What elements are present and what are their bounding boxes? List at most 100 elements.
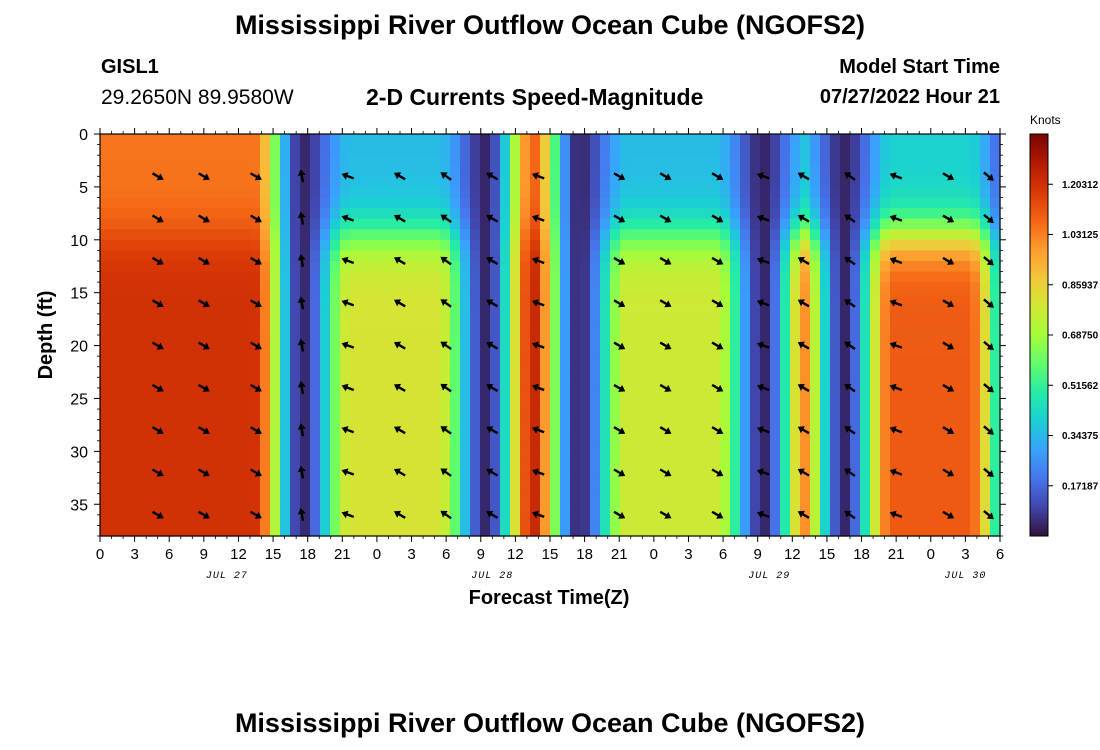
heatmap-cell [540, 282, 551, 294]
heatmap-cell [190, 186, 201, 199]
heatmap-cell [200, 451, 211, 463]
heatmap-cell [220, 292, 231, 304]
heatmap-cell [210, 366, 221, 378]
heatmap-cell [610, 165, 621, 177]
heatmap-cell [350, 440, 361, 452]
heatmap-cell [210, 525, 221, 537]
heatmap-cell [820, 419, 831, 431]
heatmap-cell [800, 292, 811, 304]
heatmap-cell [140, 525, 151, 537]
heatmap-cell [390, 303, 401, 315]
heatmap-cell [860, 377, 871, 389]
heatmap-cell [240, 335, 251, 347]
heatmap-cell [540, 345, 551, 357]
heatmap-cell [170, 165, 181, 177]
heatmap-cell [830, 398, 841, 410]
heatmap-cell [910, 324, 921, 336]
heatmap-cell [210, 451, 221, 463]
heatmap-cell [440, 155, 451, 167]
heatmap-cell [390, 155, 401, 167]
heatmap-cell [830, 440, 841, 452]
heatmap-cell [810, 409, 821, 421]
heatmap-cell [250, 282, 261, 294]
heatmap-cell [750, 483, 761, 495]
heatmap-cell [440, 208, 451, 220]
current-vector [486, 172, 499, 181]
heatmap-cell [660, 514, 671, 527]
heatmap-cell [550, 165, 561, 177]
heatmap-cell [860, 504, 871, 516]
heatmap-cell [190, 493, 201, 505]
heatmap-cell [810, 472, 821, 484]
heatmap-cell [740, 324, 751, 336]
heatmap-cell [220, 186, 231, 199]
current-vector [889, 510, 903, 519]
heatmap-cell [670, 461, 681, 474]
heatmap-cell [340, 260, 351, 273]
current-vector [711, 510, 724, 519]
heatmap-cell [430, 483, 441, 495]
heatmap-cell [960, 514, 971, 527]
heatmap-cell [160, 303, 171, 315]
heatmap-cell [740, 461, 751, 474]
heatmap-cell [910, 134, 921, 146]
heatmap-cell [280, 451, 291, 463]
heatmap-cell [110, 144, 121, 156]
heatmap-cell [690, 366, 701, 378]
heatmap-cell [830, 208, 841, 220]
heatmap-cell [950, 271, 961, 283]
heatmap-cell [120, 472, 131, 484]
heatmap-cell [480, 271, 491, 283]
heatmap-cell [610, 292, 621, 304]
heatmap-cell [480, 430, 491, 442]
heatmap-cell [810, 303, 821, 315]
heatmap-cell [130, 282, 141, 294]
heatmap-cell [740, 271, 751, 283]
heatmap-cell [560, 250, 571, 262]
heatmap-cell [900, 451, 911, 463]
heatmap-cell [130, 419, 141, 431]
heatmap-cell [730, 165, 741, 177]
heatmap-cell [190, 419, 201, 431]
heatmap-cell [990, 483, 1001, 495]
heatmap-cell [210, 409, 221, 421]
heatmap-cell [600, 176, 611, 188]
heatmap-cell [940, 504, 951, 516]
current-vector [659, 214, 672, 223]
heatmap-cell [260, 313, 271, 326]
heatmap-cell [320, 440, 331, 452]
heatmap-cell [770, 366, 781, 378]
heatmap-cell [670, 409, 681, 421]
heatmap-cell [860, 419, 871, 431]
heatmap-cell [890, 324, 901, 336]
heatmap-cell [480, 239, 491, 251]
heatmap-cell [890, 144, 901, 156]
heatmap-cell [660, 313, 671, 326]
heatmap-cell [370, 313, 381, 326]
heatmap-cell [340, 208, 351, 220]
heatmap-cell [340, 197, 351, 209]
heatmap-cell [240, 271, 251, 283]
heatmap-cell [440, 165, 451, 177]
heatmap-cell [320, 292, 331, 304]
heatmap-cell [980, 134, 991, 146]
heatmap-cell [710, 313, 721, 326]
heatmap-cell [750, 229, 761, 241]
heatmap-cell [210, 461, 221, 474]
colorbar-tick-label: 1.03125 [1062, 230, 1099, 241]
heatmap-cell [340, 282, 351, 294]
heatmap-cell [770, 250, 781, 262]
heatmap-cell [370, 197, 381, 209]
heatmap-cell [590, 229, 601, 241]
heatmap-cell [840, 197, 851, 209]
heatmap-cell [520, 472, 531, 484]
heatmap-cell [630, 451, 641, 463]
heatmap-cell [470, 292, 481, 304]
current-vector [797, 299, 810, 308]
heatmap-cell [420, 430, 431, 442]
heatmap-cell [940, 493, 951, 505]
heatmap-cell [330, 197, 341, 209]
heatmap-cell [540, 313, 551, 326]
heatmap-cell [900, 387, 911, 400]
heatmap-cell [430, 472, 441, 484]
